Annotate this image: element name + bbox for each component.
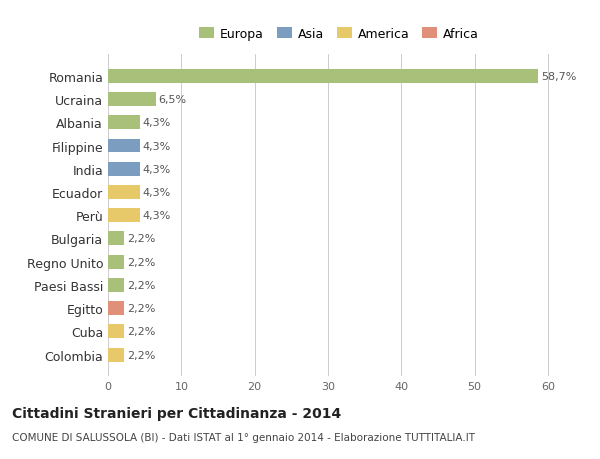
Bar <box>108 139 140 153</box>
Text: 2,2%: 2,2% <box>127 303 155 313</box>
Text: 4,3%: 4,3% <box>142 141 171 151</box>
Bar <box>108 302 124 315</box>
Bar <box>108 162 140 176</box>
Text: Cittadini Stranieri per Cittadinanza - 2014: Cittadini Stranieri per Cittadinanza - 2… <box>12 406 341 420</box>
Text: 2,2%: 2,2% <box>127 327 155 336</box>
Bar <box>108 232 124 246</box>
Bar <box>108 348 124 362</box>
Text: 4,3%: 4,3% <box>142 164 171 174</box>
Bar <box>108 93 155 107</box>
Text: 6,5%: 6,5% <box>158 95 187 105</box>
Text: 2,2%: 2,2% <box>127 350 155 360</box>
Bar <box>108 278 124 292</box>
Legend: Europa, Asia, America, Africa: Europa, Asia, America, Africa <box>194 23 484 46</box>
Text: COMUNE DI SALUSSOLA (BI) - Dati ISTAT al 1° gennaio 2014 - Elaborazione TUTTITAL: COMUNE DI SALUSSOLA (BI) - Dati ISTAT al… <box>12 432 475 442</box>
Text: 4,3%: 4,3% <box>142 118 171 128</box>
Bar <box>108 116 140 130</box>
Bar <box>108 185 140 200</box>
Text: 4,3%: 4,3% <box>142 211 171 221</box>
Text: 2,2%: 2,2% <box>127 257 155 267</box>
Text: 2,2%: 2,2% <box>127 280 155 290</box>
Bar <box>108 255 124 269</box>
Text: 2,2%: 2,2% <box>127 234 155 244</box>
Text: 4,3%: 4,3% <box>142 188 171 197</box>
Bar <box>108 325 124 339</box>
Bar <box>108 70 538 84</box>
Text: 58,7%: 58,7% <box>541 72 577 82</box>
Bar <box>108 209 140 223</box>
